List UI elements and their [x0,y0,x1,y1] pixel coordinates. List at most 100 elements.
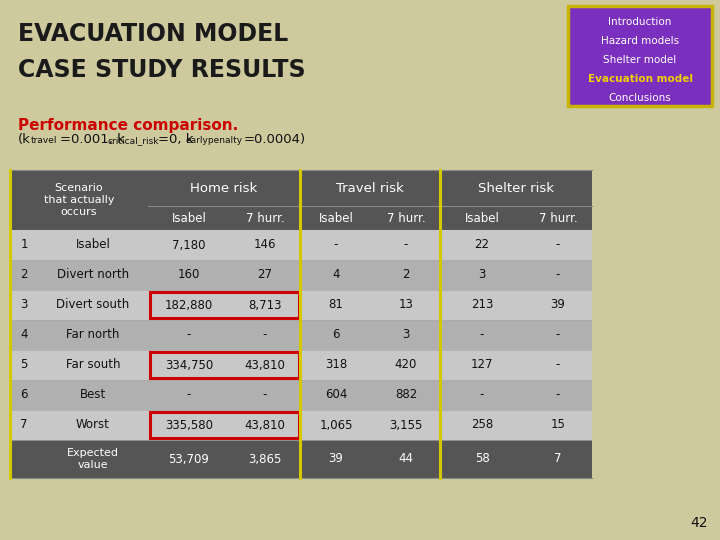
Text: -: - [404,239,408,252]
Text: travel: travel [31,136,58,145]
Text: Shelter risk: Shelter risk [478,181,554,194]
Bar [10,170,592,230]
Text: CASE STUDY RESULTS: CASE STUDY RESULTS [18,58,305,82]
Text: -: - [334,239,338,252]
Text: critical_risk: critical_risk [107,136,158,145]
Text: 7: 7 [20,418,28,431]
Text: Isabel: Isabel [464,212,500,225]
Bar [10,410,592,440]
Text: Isabel: Isabel [76,239,110,252]
Text: Far north: Far north [66,328,120,341]
Bar [10,230,592,260]
Text: 7: 7 [554,453,562,465]
Text: Performance comparison.: Performance comparison. [18,118,238,133]
Text: 53,709: 53,709 [168,453,210,465]
Text: -: - [263,388,267,402]
Text: 182,880: 182,880 [165,299,213,312]
Text: Evacuation model: Evacuation model [588,74,693,84]
FancyBboxPatch shape [568,6,712,106]
Bar [10,260,592,290]
Text: 2: 2 [402,268,410,281]
Text: Hazard models: Hazard models [601,36,679,46]
Bar [10,350,592,380]
Text: Far south: Far south [66,359,120,372]
Text: earlypenalty: earlypenalty [186,136,243,145]
Text: Isabel: Isabel [318,212,354,225]
Text: =0, k: =0, k [158,133,194,146]
Text: 4: 4 [20,328,28,341]
Text: 4: 4 [332,268,340,281]
Text: 39: 39 [328,453,343,465]
Text: 22: 22 [474,239,490,252]
Text: Expected
value: Expected value [67,448,119,470]
Text: 7,180: 7,180 [172,239,206,252]
Text: Home risk: Home risk [190,181,258,194]
Text: 7 hurr.: 7 hurr. [539,212,577,225]
Text: 6: 6 [332,328,340,341]
Text: 42: 42 [690,516,708,530]
Text: (k: (k [18,133,31,146]
Text: 1: 1 [20,239,28,252]
Text: 7 hurr.: 7 hurr. [387,212,426,225]
Text: Introduction: Introduction [608,17,672,27]
Text: 3,155: 3,155 [390,418,423,431]
Text: -: - [480,328,484,341]
Text: -: - [186,328,192,341]
Text: 335,580: 335,580 [165,418,213,431]
Text: Divert north: Divert north [57,268,129,281]
Bar [0,0,720,115]
Text: 334,750: 334,750 [165,359,213,372]
Text: 13: 13 [399,299,413,312]
Text: 27: 27 [258,268,272,281]
Text: -: - [556,328,560,341]
Text: 604: 604 [325,388,347,402]
Text: EVACUATION MODEL: EVACUATION MODEL [18,22,288,46]
Text: Divert south: Divert south [56,299,130,312]
Text: 43,810: 43,810 [245,359,285,372]
Text: 8,713: 8,713 [248,299,282,312]
Text: -: - [556,359,560,372]
Text: 3,865: 3,865 [248,453,282,465]
Text: 160: 160 [178,268,200,281]
Text: =0.0004): =0.0004) [244,133,306,146]
Bar [10,320,592,350]
Text: -: - [556,388,560,402]
Text: =0.001, k: =0.001, k [60,133,125,146]
Text: 3: 3 [402,328,410,341]
Text: 3: 3 [478,268,486,281]
Text: 2: 2 [20,268,28,281]
Text: 258: 258 [471,418,493,431]
Text: -: - [556,268,560,281]
Text: -: - [480,388,484,402]
Bar [10,380,592,410]
Text: -: - [186,388,192,402]
Bar [10,290,592,320]
Bar [10,440,592,478]
Text: -: - [263,328,267,341]
Text: 15: 15 [551,418,565,431]
Text: 127: 127 [471,359,493,372]
Text: 39: 39 [551,299,565,312]
Text: 3: 3 [20,299,27,312]
Text: Shelter model: Shelter model [603,55,677,65]
Text: Best: Best [80,388,106,402]
Text: 43,810: 43,810 [245,418,285,431]
Text: 146: 146 [253,239,276,252]
Text: 58: 58 [474,453,490,465]
Text: Isabel: Isabel [171,212,207,225]
Text: 6: 6 [20,388,28,402]
Text: 81: 81 [328,299,343,312]
Text: 44: 44 [398,453,413,465]
Text: Travel risk: Travel risk [336,181,404,194]
Text: 7 hurr.: 7 hurr. [246,212,284,225]
Text: Worst: Worst [76,418,110,431]
Text: Conclusions: Conclusions [608,93,671,103]
Text: 420: 420 [395,359,417,372]
Text: 318: 318 [325,359,347,372]
Text: Scenario
that actually
occurs: Scenario that actually occurs [44,183,114,218]
Text: 5: 5 [20,359,27,372]
Text: 1,065: 1,065 [319,418,353,431]
Text: 213: 213 [471,299,493,312]
Text: -: - [556,239,560,252]
Text: 882: 882 [395,388,417,402]
